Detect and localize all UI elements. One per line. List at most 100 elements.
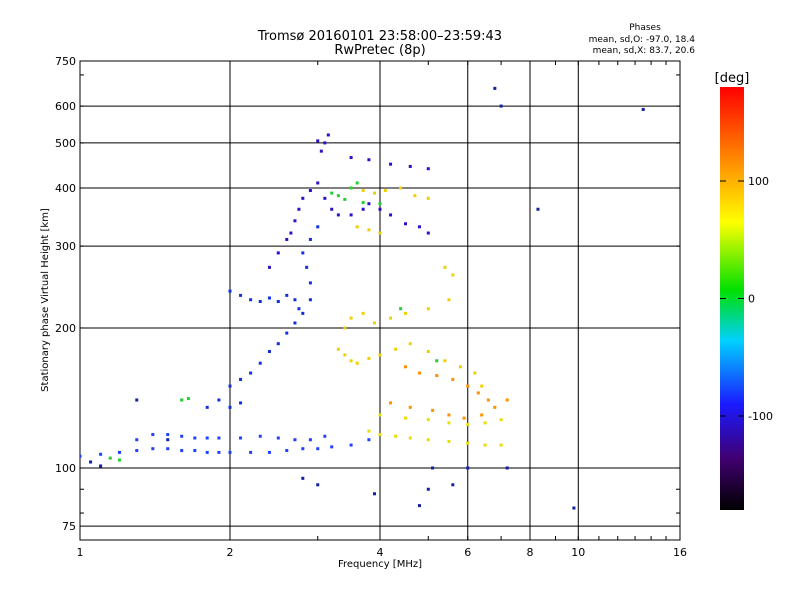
echo-point [355,181,359,185]
echo-point [426,167,430,171]
echo-point [166,447,170,451]
echo-point [408,164,412,168]
echo-point [349,359,353,363]
echo-point [285,449,289,453]
echo-point [417,504,421,508]
y-tick-label: 500 [55,137,76,150]
echo-point [505,466,509,470]
echo-point [399,186,403,190]
echo-point [426,196,430,200]
echo-point [641,107,645,111]
echo-point [186,397,190,401]
echo-point [301,196,305,200]
echo-point [316,225,320,229]
echo-point [403,365,407,369]
echo-point [308,237,312,241]
echo-point [276,299,280,303]
echo-point [378,207,382,211]
echo-point [378,202,382,206]
echo-point [205,450,209,454]
x-tick-label: 8 [527,546,534,559]
y-tick-label: 300 [55,240,76,253]
echo-point [349,316,353,320]
echo-point [276,251,280,255]
echo-point [217,398,221,402]
echo-point [435,374,439,378]
echo-point [572,506,576,510]
echo-point [305,265,309,269]
echo-point [499,443,503,447]
echo-point [239,436,243,440]
echo-point [301,476,305,480]
echo-point [367,202,371,206]
echo-point [451,377,455,381]
echo-point [466,466,470,470]
echo-point [166,433,170,437]
echo-point [135,438,139,442]
y-tick-label: 100 [55,462,76,475]
echo-point [343,197,347,201]
echo-point [389,162,393,166]
echo-point [451,483,455,487]
echo-point [476,391,480,395]
echo-point [480,413,484,417]
echo-point [408,436,412,440]
echo-point [135,449,139,453]
echo-point [361,201,365,205]
echo-point [447,413,451,417]
echo-point [228,384,232,388]
echo-point [367,356,371,360]
echo-point [367,158,371,162]
echo-point [408,342,412,346]
echo-point [336,213,340,217]
echo-point [293,321,297,325]
echo-point [285,237,289,241]
echo-point [205,436,209,440]
echo-point [505,398,509,402]
echo-point [417,225,421,229]
echo-point [426,438,430,442]
echo-point [447,439,451,443]
echo-point [389,213,393,217]
echo-point [413,194,417,198]
echo-point [466,384,470,388]
echo-point [323,434,327,438]
colorbar-ticks: 100 0 -100 [720,175,773,423]
echo-point [135,398,139,402]
echo-point [193,436,197,440]
echo-point [447,298,451,302]
echo-point [431,408,435,412]
echo-point [180,434,184,438]
echo-point [99,464,103,468]
echo-point [239,377,243,381]
x-tick-label: 4 [377,546,384,559]
echo-point [466,441,470,445]
echo-point [217,436,221,440]
echo-point [316,181,320,185]
echo-point [301,447,305,451]
echo-point [330,207,334,211]
echo-point [361,311,365,315]
echo-point [166,438,170,442]
echo-point [308,281,312,285]
echo-point [443,265,447,269]
echo-point [493,86,497,90]
echo-point [80,454,82,458]
echo-point [293,298,297,302]
echo-point [205,405,209,409]
echo-point [249,450,253,454]
echo-point [99,452,103,456]
echo-point [285,331,289,335]
echo-point [323,141,327,145]
echo-point [276,436,280,440]
phase-stats-o-mode: mean, sd,O: -97.0, 18.4 [589,35,696,45]
echo-point [458,365,462,369]
y-tick-label: 75 [62,520,76,533]
y-tick-label: 200 [55,322,76,335]
echo-point [426,349,430,353]
echo-point [297,207,301,211]
echo-point [267,450,271,454]
echo-point [180,398,184,402]
echo-point [462,416,466,420]
echo-point [349,443,353,447]
